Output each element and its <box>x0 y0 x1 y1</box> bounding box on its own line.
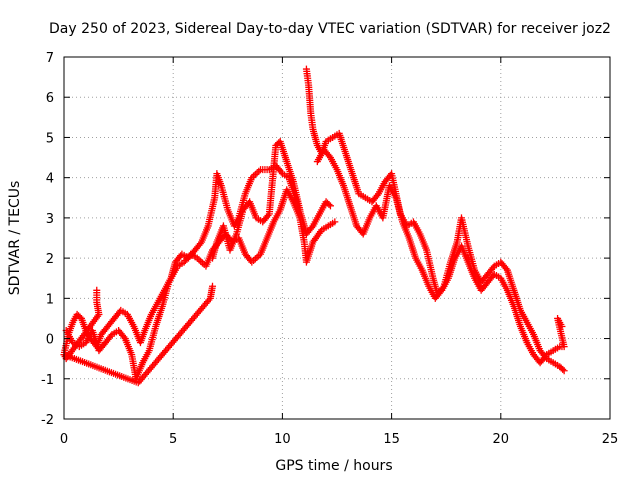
x-axis-label: GPS time / hours <box>275 458 392 474</box>
axis-ticks: 0 5 10 15 20 25 -2 -1 0 1 2 3 4 5 6 7 <box>41 51 618 447</box>
y-tick-label: 4 <box>46 172 54 187</box>
y-tick-label: -2 <box>41 413 54 428</box>
data-point <box>502 265 510 273</box>
data-point <box>326 202 334 210</box>
chart-title: Day 250 of 2023, Sidereal Day-to-day VTE… <box>49 21 611 37</box>
y-tick-label: 5 <box>46 131 54 146</box>
grid <box>64 57 610 419</box>
y-tick-label: 0 <box>46 333 54 348</box>
y-tick-label: 1 <box>46 292 54 307</box>
data-points <box>60 65 568 387</box>
plot-frame <box>63 56 611 420</box>
y-tick-label: 3 <box>46 212 54 227</box>
data-point <box>560 367 568 375</box>
data-point <box>296 206 304 214</box>
data-point <box>325 200 333 208</box>
x-tick-label: 10 <box>274 432 291 447</box>
data-point <box>255 167 263 175</box>
data-point <box>209 282 217 290</box>
data-point <box>251 255 259 263</box>
data-point <box>331 218 339 226</box>
data-point <box>559 365 567 373</box>
data-point <box>325 152 333 160</box>
x-tick-label: 0 <box>60 432 68 447</box>
series-track-c <box>209 137 304 262</box>
y-tick-label: 6 <box>46 91 54 106</box>
x-tick-label: 15 <box>383 432 400 447</box>
data-point <box>558 322 566 330</box>
series-track-e <box>313 146 568 367</box>
y-tick-label: 2 <box>46 252 54 267</box>
data-point <box>120 333 128 341</box>
data-point <box>198 259 206 267</box>
data-point <box>196 240 204 248</box>
series-track-b <box>62 186 339 383</box>
data-point <box>253 169 261 177</box>
data-point <box>197 257 205 265</box>
data-point <box>437 288 445 296</box>
data-point <box>251 170 259 178</box>
y-tick-label: 7 <box>46 51 54 66</box>
y-tick-label: -1 <box>41 373 54 388</box>
y-axis-label: SDTVAR / TECUs <box>7 181 23 296</box>
series-track-d <box>302 65 568 375</box>
data-point <box>253 253 261 261</box>
data-point <box>264 211 272 219</box>
data-point <box>308 224 316 232</box>
data-point <box>373 191 381 199</box>
x-tick-label: 25 <box>602 432 619 447</box>
x-tick-label: 5 <box>169 432 177 447</box>
x-tick-label: 20 <box>493 432 510 447</box>
